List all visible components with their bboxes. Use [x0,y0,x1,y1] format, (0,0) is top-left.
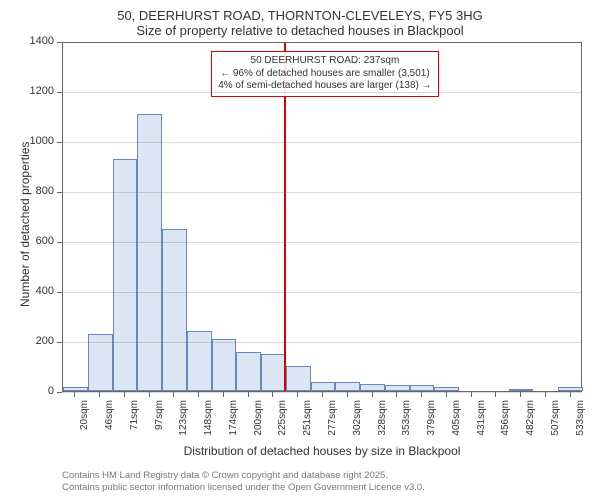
grid-line [62,292,582,293]
x-tick-label: 482sqm [525,400,536,445]
x-tick-label: 225sqm [277,400,288,445]
histogram-bar [212,339,237,392]
x-tick-mark [272,392,273,397]
x-tick-label: 302sqm [352,400,363,445]
y-tick-mark [57,292,62,293]
x-tick-label: 277sqm [327,400,338,445]
grid-line [62,142,582,143]
x-tick-label: 148sqm [203,400,214,445]
x-tick-mark [74,392,75,397]
y-tick-label: 600 [14,235,54,247]
x-tick-mark [297,392,298,397]
histogram-bar [311,382,336,391]
x-tick-mark [446,392,447,397]
histogram-bar [410,385,435,391]
x-tick-label: 353sqm [401,400,412,445]
histogram-bar [236,352,261,391]
histogram-bar [286,366,311,391]
x-tick-label: 251sqm [302,400,313,445]
x-tick-mark [322,392,323,397]
y-tick-label: 800 [14,185,54,197]
y-tick-label: 0 [14,385,54,397]
grid-line [62,42,582,43]
x-tick-mark [570,392,571,397]
histogram-bar [63,387,88,391]
y-tick-mark [57,92,62,93]
y-tick-label: 200 [14,335,54,347]
x-tick-label: 431sqm [476,400,487,445]
x-tick-mark [149,392,150,397]
x-tick-mark [99,392,100,397]
annotation-line: ← 96% of detached houses are smaller (3,… [218,68,431,81]
x-tick-mark [372,392,373,397]
x-tick-mark [421,392,422,397]
grid-line [62,242,582,243]
x-tick-label: 200sqm [253,400,264,445]
annotation-line: 4% of semi-detached houses are larger (1… [218,80,431,93]
grid-line [62,92,582,93]
annotation-line: 50 DEERHURST ROAD: 237sqm [218,55,431,68]
x-tick-mark [396,392,397,397]
x-tick-mark [248,392,249,397]
histogram-bar [434,387,459,391]
x-tick-mark [347,392,348,397]
chart-title-line1: 50, DEERHURST ROAD, THORNTON-CLEVELEYS, … [0,0,600,23]
x-tick-label: 46sqm [104,400,115,445]
grid-line [62,342,582,343]
histogram-bar [187,331,212,391]
x-tick-label: 379sqm [426,400,437,445]
y-tick-label: 1000 [14,135,54,147]
y-tick-mark [57,392,62,393]
histogram-bar [113,159,138,392]
x-tick-label: 405sqm [451,400,462,445]
plot-area: 50 DEERHURST ROAD: 237sqm← 96% of detach… [62,42,582,392]
chart-title-line2: Size of property relative to detached ho… [0,23,600,42]
y-tick-mark [57,42,62,43]
y-tick-mark [57,192,62,193]
x-tick-mark [173,392,174,397]
grid-line [62,192,582,193]
x-tick-mark [471,392,472,397]
y-tick-mark [57,142,62,143]
histogram-bar [162,229,187,392]
annotation-callout: 50 DEERHURST ROAD: 237sqm← 96% of detach… [211,51,438,97]
x-tick-label: 123sqm [178,400,189,445]
x-tick-mark [495,392,496,397]
histogram-bar [137,114,162,392]
footer-line2: Contains public sector information licen… [62,482,425,494]
x-tick-mark [223,392,224,397]
x-tick-label: 20sqm [79,400,90,445]
footer-attribution: Contains HM Land Registry data © Crown c… [62,470,425,495]
histogram-bar [360,384,385,392]
y-tick-mark [57,242,62,243]
x-tick-label: 97sqm [154,400,165,445]
x-tick-mark [198,392,199,397]
histogram-bar [558,387,583,391]
x-tick-mark [124,392,125,397]
x-tick-label: 328sqm [377,400,388,445]
x-tick-label: 507sqm [550,400,561,445]
x-tick-label: 174sqm [228,400,239,445]
x-tick-label: 533sqm [575,400,586,445]
x-axis-label: Distribution of detached houses by size … [62,444,582,458]
y-tick-mark [57,342,62,343]
y-axis-label: Number of detached properties [18,142,32,307]
histogram-bar [385,385,410,391]
histogram-bar [335,382,360,391]
histogram-bar [509,389,534,391]
x-tick-mark [520,392,521,397]
y-tick-label: 1200 [14,85,54,97]
footer-line1: Contains HM Land Registry data © Crown c… [62,470,425,482]
x-tick-mark [545,392,546,397]
histogram-bar [261,354,286,392]
x-tick-label: 456sqm [500,400,511,445]
y-tick-label: 1400 [14,35,54,47]
x-tick-label: 71sqm [129,400,140,445]
y-tick-label: 400 [14,285,54,297]
